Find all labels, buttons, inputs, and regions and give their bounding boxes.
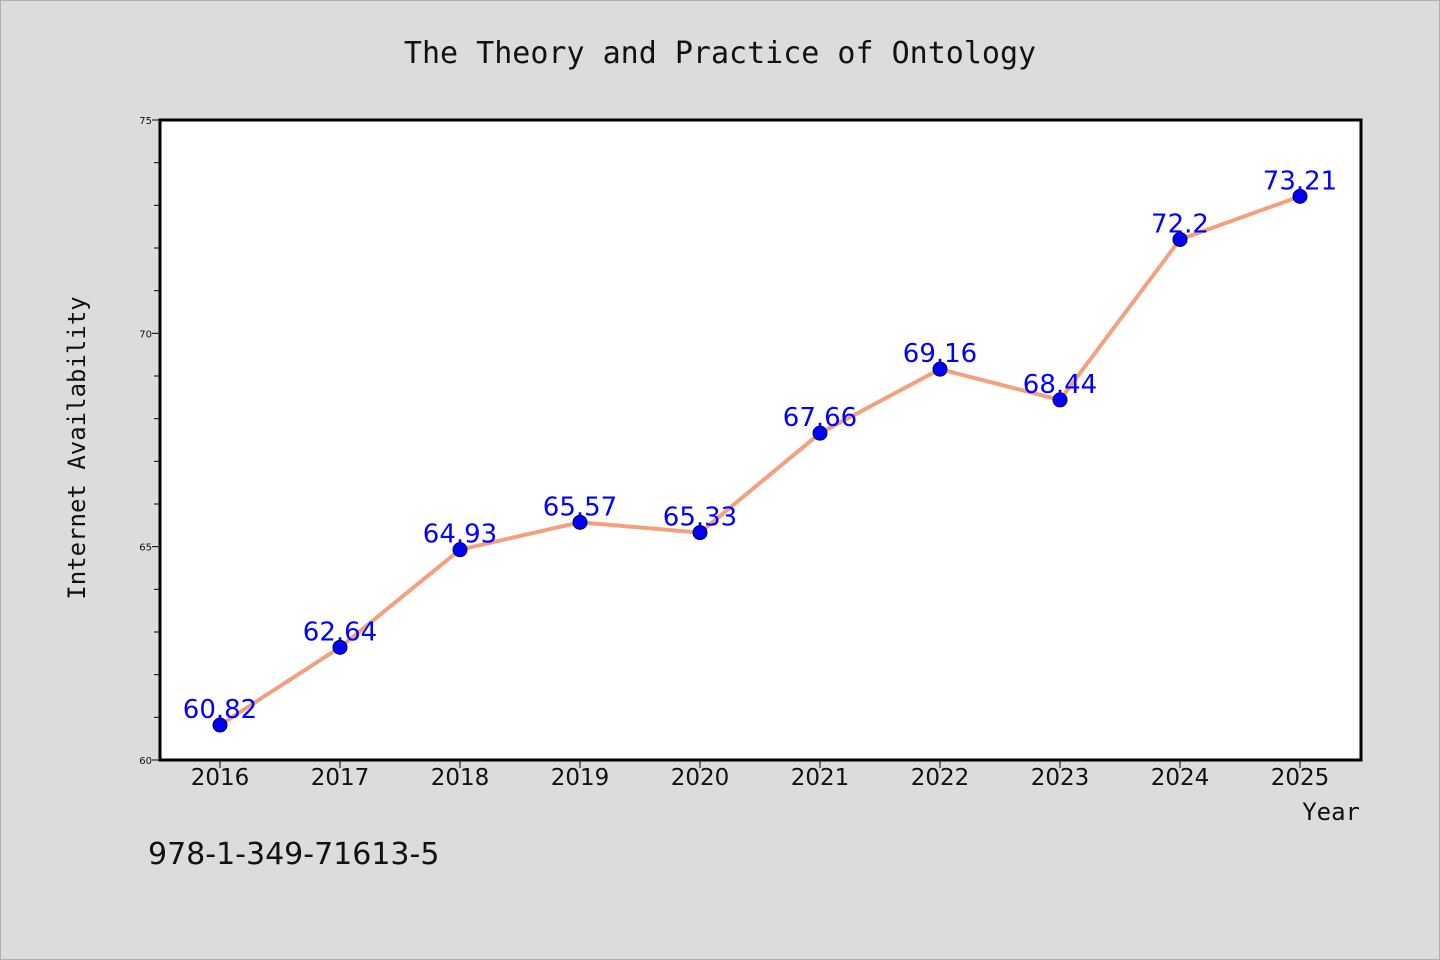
data-label: 62.64 xyxy=(303,617,377,647)
data-point xyxy=(212,717,228,733)
data-label: 64.93 xyxy=(423,520,497,550)
series-line xyxy=(218,194,1302,728)
data-point xyxy=(812,425,828,441)
x-tick-label: 2016 xyxy=(191,765,250,791)
x-tick-label: 2018 xyxy=(431,765,490,791)
y-tick-label: 75 xyxy=(139,116,152,127)
y-tick-label: 60 xyxy=(139,756,152,767)
chart-title: The Theory and Practice of Ontology xyxy=(404,36,1036,71)
data-point xyxy=(1292,188,1308,204)
x-tick-label: 2019 xyxy=(551,765,610,791)
data-label: 67.66 xyxy=(783,403,857,433)
data-label: 72.2 xyxy=(1151,209,1209,239)
data-label: 60.82 xyxy=(183,695,257,725)
x-axis-title: Year xyxy=(1302,798,1360,826)
x-tick-label: 2017 xyxy=(311,765,370,791)
data-label: 68.44 xyxy=(1023,370,1097,400)
y-axis: 60 65 70 75 xyxy=(139,116,160,767)
data-point xyxy=(572,514,588,530)
data-point xyxy=(452,542,468,558)
data-label: 69.16 xyxy=(903,339,977,369)
data-point xyxy=(1172,231,1188,247)
data-point xyxy=(932,361,948,377)
x-tick-label: 2023 xyxy=(1031,765,1090,791)
data-label: 73.21 xyxy=(1263,166,1337,196)
data-labels: 60.82 62.64 64.93 65.57 65.33 67.66 69.16 68.44… xyxy=(183,166,1337,725)
data-point xyxy=(332,639,348,655)
x-tick-label: 2024 xyxy=(1151,765,1210,791)
isbn-text: 978-1-349-71613-5 xyxy=(148,837,439,872)
x-tick-label: 2025 xyxy=(1271,765,1330,791)
y-tick-label: 70 xyxy=(139,329,152,340)
y-tick-label: 65 xyxy=(139,543,152,554)
data-point xyxy=(1052,392,1068,408)
x-tick-label: 2021 xyxy=(791,765,850,791)
x-tick-label: 2022 xyxy=(911,765,970,791)
x-axis: 2016 2017 2018 2019 2020 2021 2022 2023 2024 2025 xyxy=(191,760,1330,791)
series-markers xyxy=(212,188,1308,733)
y-axis-title: Internet Availability xyxy=(63,296,91,599)
data-label: 65.57 xyxy=(543,492,617,522)
data-point xyxy=(692,525,708,541)
data-label: 65.33 xyxy=(663,503,737,533)
plot-area xyxy=(158,118,1363,762)
x-tick-label: 2020 xyxy=(671,765,730,791)
